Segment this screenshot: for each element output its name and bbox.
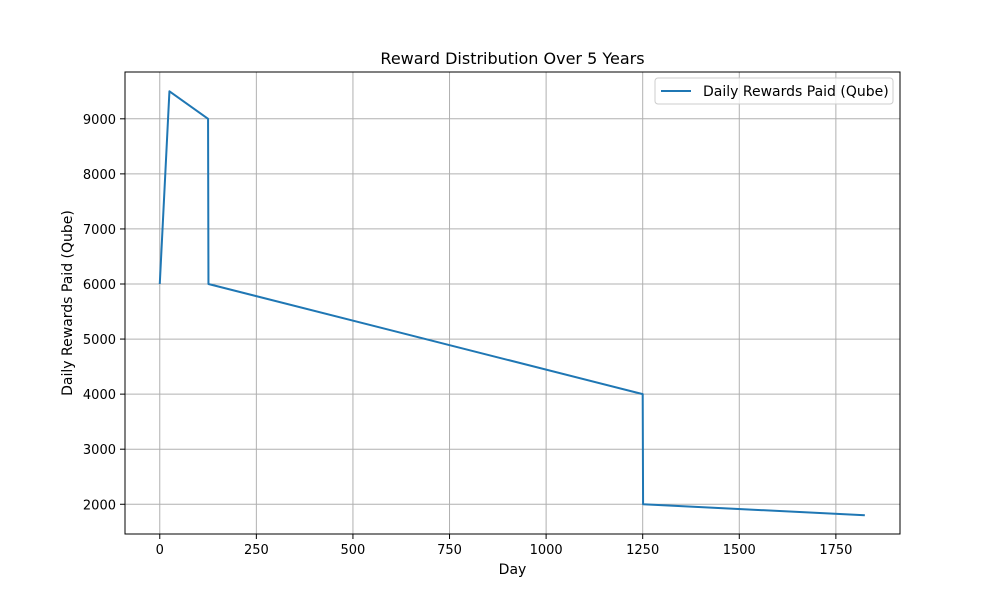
x-tick-label: 1000 [530, 543, 563, 558]
x-tick-label: 750 [437, 543, 462, 558]
grid-lines [125, 72, 900, 534]
series-layer [158, 90, 865, 517]
y-tick-label: 8000 [83, 168, 116, 183]
x-axis-ticks: 0 250 500 750 1000 1250 1500 1750 [156, 534, 852, 558]
plot-frame [124, 71, 901, 535]
legend-box [654, 77, 894, 105]
y-tick-label: 5000 [83, 333, 116, 348]
y-axis-ticks: 2000 3000 4000 5000 6000 7000 8000 9000 [83, 113, 125, 513]
y-tick-label: 3000 [83, 443, 116, 458]
chart-title: Reward Distribution Over 5 Years [380, 49, 644, 68]
x-tick-label: 1750 [819, 543, 852, 558]
y-tick-label: 4000 [83, 388, 116, 403]
y-tick-label: 9000 [83, 113, 116, 128]
y-tick-label: 7000 [83, 223, 116, 238]
y-tick-label: 2000 [83, 498, 116, 513]
x-axis-label: Day [499, 562, 527, 578]
y-tick-label: 6000 [83, 278, 116, 293]
x-tick-label: 500 [341, 543, 366, 558]
x-tick-label: 1500 [723, 543, 756, 558]
x-tick-label: 0 [156, 543, 164, 558]
legend: Daily Rewards Paid (Qube) [654, 77, 894, 105]
x-tick-label: 250 [244, 543, 269, 558]
y-axis-label: Daily Rewards Paid (Qube) [60, 210, 76, 396]
x-tick-label: 1250 [626, 543, 659, 558]
legend-entry-label: Daily Rewards Paid (Qube) [703, 84, 889, 100]
series-line [158, 90, 865, 517]
